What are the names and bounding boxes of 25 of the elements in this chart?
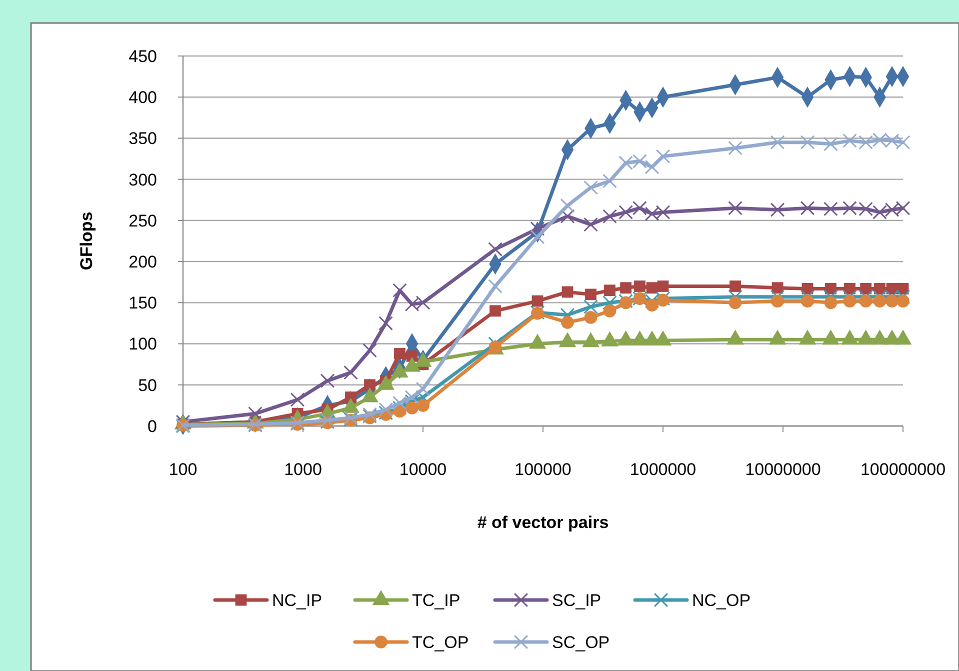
legend-label: NC_OP xyxy=(692,590,751,610)
y-tick-label: 300 xyxy=(128,170,157,190)
y-tick-label: 50 xyxy=(138,376,157,395)
x-tick-label: 1000 xyxy=(284,460,322,479)
legend-label: TC_IP xyxy=(412,590,460,610)
x-axis-title: # of vector pairs xyxy=(477,513,609,532)
y-tick-label: 450 xyxy=(128,46,157,66)
legend-label: NC_IP xyxy=(272,590,322,610)
legend-label: SC_IP xyxy=(552,590,602,610)
y-tick-label: 400 xyxy=(128,88,157,108)
y-tick-label: 150 xyxy=(128,294,157,313)
legend-label: SC_OP xyxy=(552,632,610,652)
x-tick-label: 100000 xyxy=(514,460,572,479)
y-tick-label: 350 xyxy=(128,129,157,148)
y-axis-title: GFlops xyxy=(77,212,96,270)
x-tick-label: 100000000 xyxy=(860,460,946,479)
y-tick-label: 0 xyxy=(148,416,157,436)
y-tick-label: 100 xyxy=(128,334,157,354)
x-tick-label: 10000 xyxy=(399,460,447,479)
x-tick-label: 100 xyxy=(168,460,198,479)
x-tick-label: 1000000 xyxy=(630,460,696,479)
x-tick-label: 10000000 xyxy=(745,460,821,479)
y-tick-label: 200 xyxy=(128,252,157,272)
legend-label: TC_OP xyxy=(412,632,469,652)
y-tick-label: 250 xyxy=(128,211,157,230)
